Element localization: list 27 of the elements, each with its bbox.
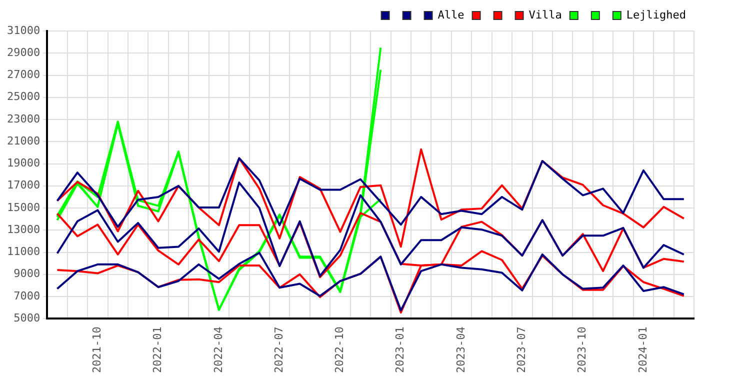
y-tick-label: 27000 bbox=[6, 68, 40, 82]
y-tick-label: 9000 bbox=[14, 267, 40, 280]
y-tick-label: 17000 bbox=[6, 178, 40, 192]
y-tick-label: 7000 bbox=[14, 289, 40, 302]
legend-label: Lejlighed bbox=[626, 8, 686, 22]
y-tick-label: 15000 bbox=[6, 200, 40, 214]
legend-label: Alle bbox=[438, 8, 464, 22]
x-tick-label: 2022-10 bbox=[333, 326, 346, 373]
y-tick-label: 5000 bbox=[14, 312, 40, 324]
x-tick-label: 2022-04 bbox=[212, 326, 225, 373]
x-tick-label: 2022-07 bbox=[272, 326, 286, 373]
x-tick-label: 2023-04 bbox=[454, 326, 468, 373]
x-tick-label: 2023-07 bbox=[515, 326, 528, 373]
legend-label: Villa bbox=[528, 8, 562, 22]
x-tick-label: 2023-10 bbox=[576, 326, 589, 373]
x-tick-label: 2021-10 bbox=[90, 326, 104, 373]
y-tick-label: 11000 bbox=[6, 245, 40, 258]
x-tick-label: 2022-01 bbox=[151, 326, 164, 373]
y-tick-label: 31000 bbox=[6, 24, 40, 37]
y-tick-label: 19000 bbox=[6, 156, 40, 170]
x-tick-label: 2024-01 bbox=[636, 326, 650, 373]
y-tick-label: 29000 bbox=[6, 46, 40, 59]
x-tick-label: 2023-01 bbox=[394, 326, 407, 373]
y-tick-label: 25000 bbox=[6, 90, 40, 104]
y-tick-label: 23000 bbox=[6, 112, 40, 126]
y-tick-label: 13000 bbox=[6, 222, 40, 236]
y-tick-label: 21000 bbox=[6, 134, 40, 148]
